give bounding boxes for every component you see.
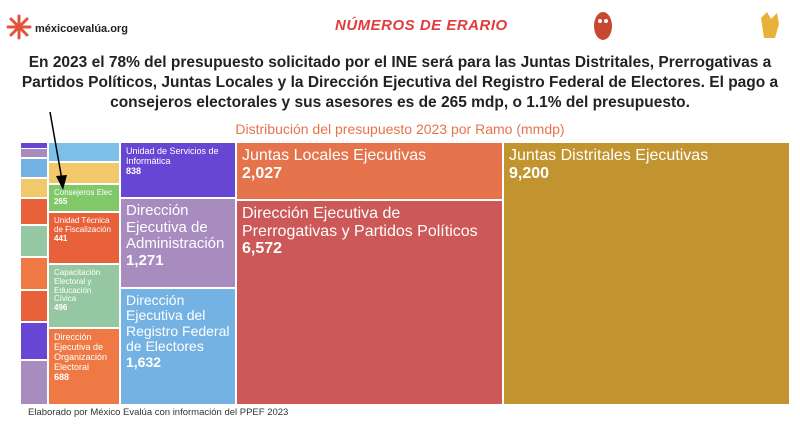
- cell-value: 441: [54, 233, 68, 243]
- cell-label: Juntas Distritales Ejecutivas: [509, 147, 709, 164]
- treemap-cell: Capacitación Electoral y Educación Cívic…: [48, 264, 120, 328]
- treemap-cell: [20, 360, 48, 405]
- cell-label: Consejeros Elec: [54, 188, 113, 197]
- arrow: [49, 111, 67, 190]
- treemap-cell: [20, 322, 48, 360]
- treemap-cell: Juntas Distritales Ejecutivas 9,200: [503, 142, 790, 405]
- cell-value: 2,027: [242, 164, 283, 182]
- mascot: [594, 12, 612, 40]
- treemap-cell: Juntas Locales Ejecutivas 2,027: [236, 142, 503, 200]
- treemap-cell: Dirección Ejecutiva de Prerrogativas y P…: [236, 200, 503, 405]
- cell-value: 265: [54, 196, 68, 206]
- treemap-cell: [20, 178, 48, 198]
- cell-label: Juntas Locales Ejecutivas: [242, 147, 427, 164]
- treemap-cell: Unidad de Servicios de Informática 838: [120, 142, 236, 198]
- cell-value: 6,572: [242, 240, 283, 258]
- treemap-cell: [48, 142, 120, 162]
- treemap-cell: [20, 290, 48, 322]
- cell-label: Capacitación Electoral y Educación Cívic…: [54, 268, 101, 304]
- treemap-cell: [20, 257, 48, 290]
- treemap-cell: [20, 158, 48, 178]
- footer: Elaborado por México Evalúa con informac…: [28, 407, 289, 418]
- treemap-cell: Consejeros Elec 265: [48, 184, 120, 212]
- treemap-cell: [20, 148, 48, 158]
- cell-label: Dirección Ejecutiva de Administración: [126, 202, 225, 252]
- treemap-cell: Dirección Ejecutiva de Administración 1,2…: [120, 198, 236, 288]
- cell-value: 1,632: [126, 353, 162, 370]
- cell-label: Unidad Técnica de Fiscalización: [54, 216, 111, 234]
- site-logo: méxicoevalúa.org: [35, 23, 128, 35]
- cell-label: Dirección Ejecutiva de Organización Elec…: [54, 332, 108, 372]
- cell-value: 688: [54, 371, 70, 382]
- chart-title: Distribución del presupuesto 2023 por Ra…: [235, 121, 565, 137]
- cell-value: 838: [126, 165, 142, 176]
- cell-label: Dirección Ejecutiva de Prerrogativas y P…: [242, 205, 478, 240]
- cell-value: 9,200: [509, 164, 550, 182]
- cell-value: 1,271: [126, 251, 164, 269]
- treemap-cell: Unidad Técnica de Fiscalización 441: [48, 212, 120, 264]
- treemap-cell: Dirección Ejecutiva de Organización Elec…: [48, 328, 120, 405]
- cell-label: Dirección Ejecutiva del Registro Federal…: [126, 292, 230, 355]
- treemap-cell: Dirección Ejecutiva del Registro Federal…: [120, 288, 236, 405]
- logo-icon: [6, 14, 32, 40]
- treemap-cell: [20, 198, 48, 225]
- mascot: [761, 12, 779, 38]
- brand-logo: NÚMEROS DE ERARIO: [335, 17, 508, 34]
- summary: En 2023 el 78% del presupuesto solicitad…: [21, 54, 779, 111]
- cell-label: Unidad de Servicios de Informática: [126, 146, 219, 166]
- treemap-cell: [20, 225, 48, 257]
- cell-value: 496: [54, 303, 68, 313]
